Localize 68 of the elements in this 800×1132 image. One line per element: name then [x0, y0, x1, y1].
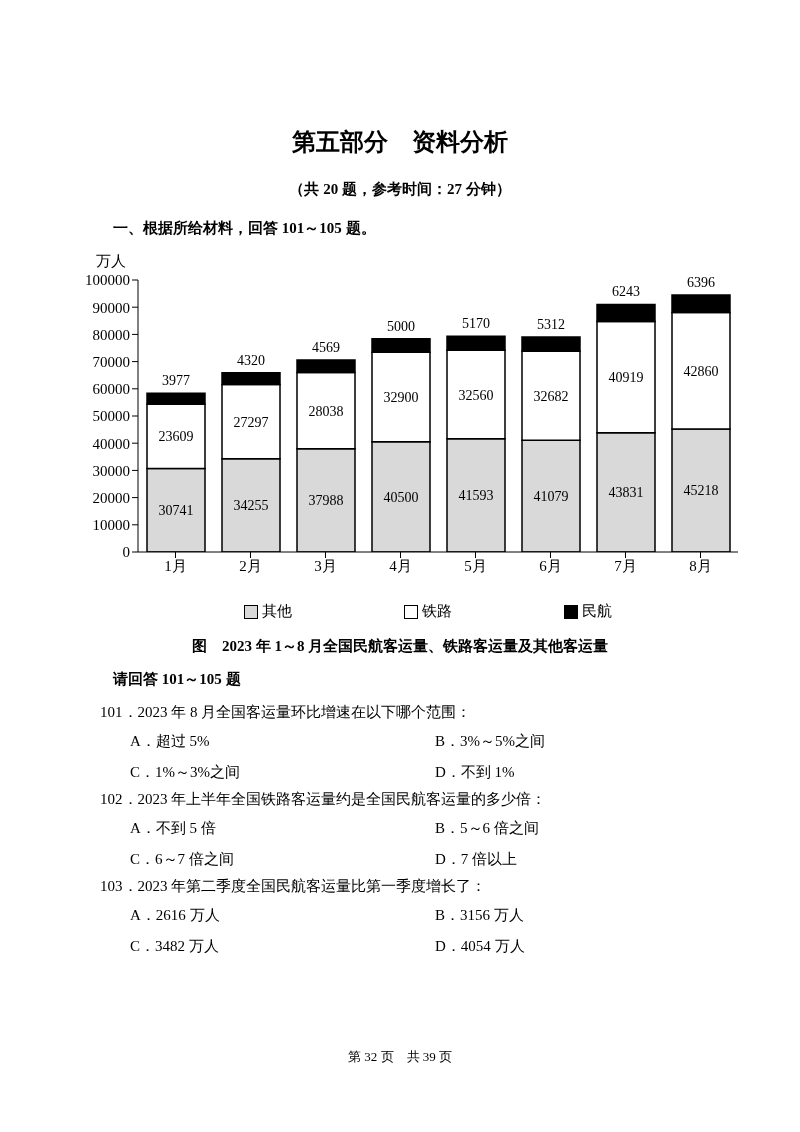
text: B．5～6 倍之间	[435, 819, 540, 838]
data-label: 5000	[387, 318, 415, 334]
text: 第 32 页 共 39 页	[347, 1048, 453, 1066]
data-label: 5312	[537, 316, 565, 332]
text: 103．2023 年第二季度全国民航客运量比第一季度增长了：	[100, 877, 488, 896]
y-tick-label: 10000	[92, 517, 130, 534]
data-label: 34255	[233, 498, 269, 514]
text: D．4054 万人	[435, 937, 526, 956]
chart-subtitle: （共 20 题，参考时间：27 分钟）	[288, 180, 512, 199]
data-label: 32900	[383, 390, 419, 406]
text: 一、根据所给材料，回答 101～105 题。	[113, 219, 377, 238]
data-label: 4320	[237, 352, 265, 368]
legend-label: 民航	[581, 602, 612, 621]
y-tick-label: 60000	[92, 381, 130, 398]
data-label: 42860	[683, 363, 719, 379]
text: D．不到 1%	[435, 763, 516, 782]
data-label: 32560	[458, 387, 494, 403]
data-label: 41079	[533, 489, 569, 505]
y-tick-label: 20000	[92, 489, 130, 506]
text: 101．2023 年 8 月全国客运量环比增速在以下哪个范围：	[100, 703, 473, 722]
text: A．不到 5 倍	[130, 819, 217, 838]
caption: 图 2023 年 1～8 月全国民航客运量、铁路客运量及其他客运量	[190, 637, 610, 656]
data-label: 4569	[312, 339, 340, 355]
x-tick-label: 6月	[539, 557, 562, 574]
data-label: 3977	[162, 373, 190, 389]
text: A．超过 5%	[130, 732, 211, 751]
y-axis-title: 万人	[96, 252, 126, 271]
data-label: 6396	[687, 275, 715, 291]
y-tick-label: 70000	[92, 353, 130, 370]
legend-label: 铁路	[421, 602, 452, 621]
text: D．7 倍以上	[435, 850, 519, 869]
data-label: 27297	[233, 414, 269, 430]
text: 102．2023 年上半年全国铁路客运量约是全国民航客运量的多少倍：	[100, 790, 548, 809]
text: A．2616 万人	[130, 906, 221, 925]
y-tick-label: 40000	[92, 435, 130, 452]
data-label: 40919	[608, 370, 644, 386]
x-tick-label: 3月	[314, 557, 337, 574]
chart-title: 第五部分 资料分析	[291, 128, 509, 157]
text: 请回答 101～105 题	[113, 670, 242, 689]
data-label: 28038	[308, 403, 344, 419]
y-tick-label: 50000	[92, 408, 130, 425]
data-label: 5170	[462, 316, 490, 332]
x-tick-label: 2月	[239, 557, 262, 574]
data-label: 41593	[458, 488, 494, 504]
x-tick-label: 8月	[689, 557, 712, 574]
y-tick-label: 0	[122, 544, 130, 561]
y-tick-label: 90000	[92, 299, 130, 316]
text: B．3%～5%之间	[435, 732, 546, 751]
data-label: 40500	[383, 489, 419, 505]
legend-label: 其他	[261, 602, 292, 621]
data-label: 45218	[683, 483, 719, 499]
x-tick-label: 1月	[164, 557, 187, 574]
text: C．3482 万人	[130, 937, 220, 956]
data-label: 32682	[533, 388, 569, 404]
data-label: 30741	[158, 503, 194, 519]
data-label: 6243	[612, 284, 640, 300]
text: C．1%～3%之间	[130, 763, 241, 782]
data-label: 23609	[158, 429, 194, 445]
data-label: 37988	[308, 493, 344, 509]
x-tick-label: 5月	[464, 557, 487, 574]
y-tick-label: 100000	[85, 272, 130, 289]
y-tick-label: 80000	[92, 326, 130, 343]
x-tick-label: 7月	[614, 557, 637, 574]
text: B．3156 万人	[435, 906, 525, 925]
text: C．6～7 倍之间	[130, 850, 235, 869]
y-tick-label: 30000	[92, 462, 130, 479]
data-label: 43831	[608, 485, 644, 501]
x-tick-label: 4月	[389, 557, 412, 574]
